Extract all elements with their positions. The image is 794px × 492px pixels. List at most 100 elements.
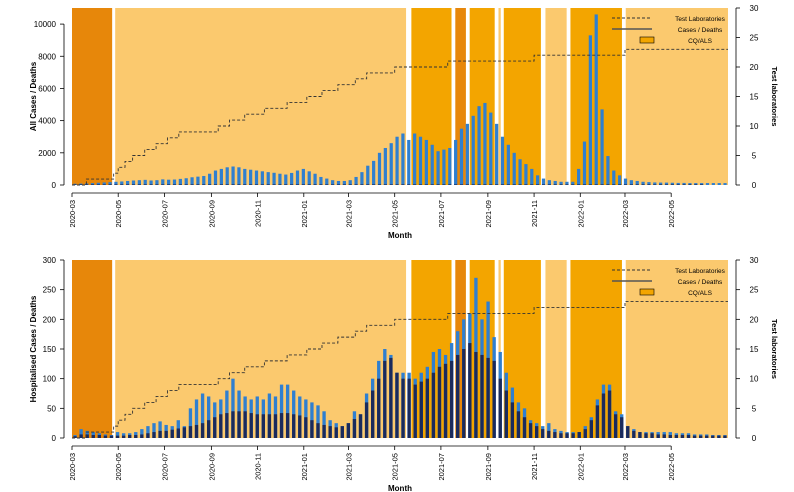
deaths-bar [474,351,478,438]
cases-bar [79,429,83,438]
cases-bar [653,182,657,185]
deaths-bar [278,184,282,185]
deaths-bar [254,184,259,185]
deaths-bar [620,417,624,438]
deaths-bar [284,184,288,185]
deaths-bar [219,184,223,185]
cases-bar [629,180,633,185]
cases-bar [284,174,288,185]
y-axis-title: All Cases / Deaths [29,61,38,131]
cases-bar [477,106,481,185]
cases-bar [279,384,284,438]
deaths-bar [322,424,326,438]
cases-bar [202,175,206,185]
deaths-bar [664,184,669,185]
deaths-bar [316,423,320,438]
cases-bar [307,171,311,185]
cases-bar [249,169,253,185]
x-tick-label: 2020-05 [114,200,123,228]
cases-bar [102,182,106,185]
panel-all-cases: 0 2000 4000 6000 8000 10000 All Cases / Deaths… [29,4,779,240]
deaths-bar [449,360,454,438]
deaths-bar [208,184,212,185]
deaths-bar [196,184,200,185]
deaths-bar [518,184,522,185]
deaths-bar [600,184,604,185]
deaths-bar [354,184,358,185]
cases-bar [131,180,136,185]
deaths-bar [152,432,156,438]
cases-bar [167,179,171,185]
cases-bar [512,152,516,185]
x-axis-title: Month [388,231,412,240]
deaths-bar [512,184,516,185]
legend-cq-als-swatch [639,288,655,296]
x-axis-title: Month [388,484,412,492]
cases-bar [73,183,77,185]
deaths-bar [243,411,247,438]
cases-bar [530,168,534,185]
deaths-bar [692,435,697,438]
deaths-bar [413,384,417,438]
x-tick-label: 2021-07 [437,453,446,481]
cases-bar [208,173,212,185]
cases-bar [178,178,182,185]
cases-bar [465,123,469,185]
cases-bar [659,182,663,185]
cases-bar [459,128,464,185]
deaths-bar [176,428,180,438]
cases-bar [688,183,692,185]
deaths-bar [79,434,83,438]
deaths-bar [443,363,448,438]
deaths-bar [285,413,290,438]
deaths-bar [301,184,305,185]
cases-bar [322,411,326,438]
deaths-bar [190,184,194,185]
cases-bar [600,109,604,185]
deaths-bar [594,184,598,185]
cases-bar [200,393,205,438]
cases-bar [506,144,510,185]
deaths-bar [140,434,144,438]
deaths-bar [618,184,622,185]
deaths-bar [237,184,241,185]
deaths-bar [638,432,642,438]
deaths-bar [536,184,540,185]
cases-bar [623,178,628,185]
deaths-bar [249,413,253,438]
cases-bar [348,180,352,185]
deaths-bar [115,435,120,438]
cases-bar [231,378,235,438]
deaths-bar [565,184,569,185]
deaths-bar [459,184,464,185]
cases-bar [418,136,423,185]
deaths-bar [650,433,654,438]
deaths-bar [360,184,364,185]
deaths-bar [577,184,581,185]
deaths-bar [307,184,311,185]
deaths-bar [436,184,440,185]
x-tick-label: 2021-03 [344,200,353,228]
y2-tick-label: 0 [752,181,757,190]
deaths-bar [108,184,112,185]
deaths-bar [498,378,502,438]
x-tick-label: 2022-03 [621,200,630,228]
cases-bar [647,182,651,185]
deaths-bar [328,426,332,438]
y-tick-label: 8000 [38,52,56,61]
deaths-bar [114,184,118,185]
deaths-bar [213,417,217,438]
deaths-bar [348,184,352,185]
deaths-bar [158,430,162,438]
x-tick-label: 2020-09 [207,453,216,481]
deaths-bar [632,430,636,438]
cases-bar [565,181,569,185]
cases-bar [79,183,83,185]
deaths-bar [430,184,434,185]
deaths-bar [717,435,721,438]
deaths-bar [647,184,651,185]
legend-cq-als-label: CQ/ALS [688,290,713,297]
deaths-bar [653,184,657,185]
deaths-bar [334,427,338,438]
deaths-bar [261,414,266,438]
